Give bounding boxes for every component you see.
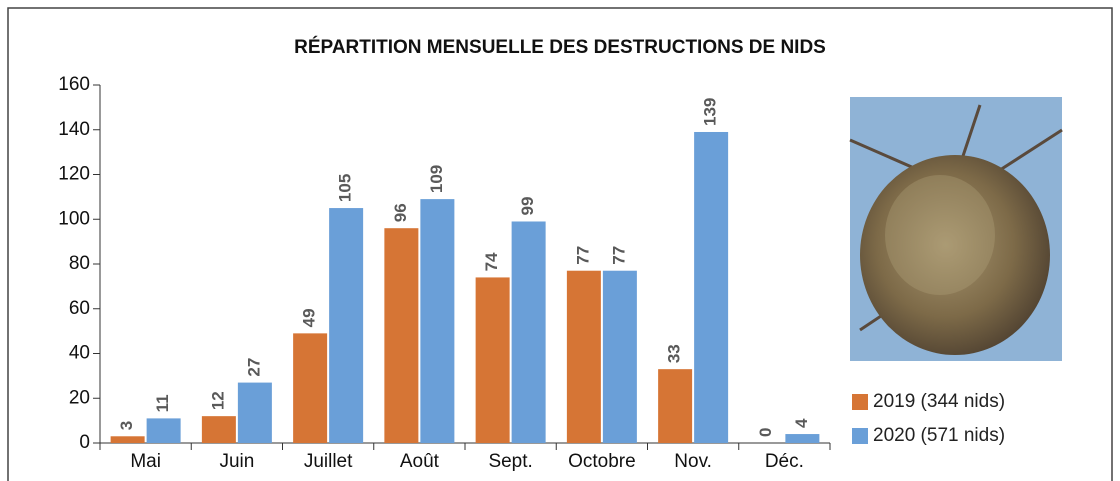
y-tick-label: 80 xyxy=(69,253,90,274)
x-tick-label: Sept. xyxy=(488,451,532,472)
bar xyxy=(511,221,546,443)
bar xyxy=(420,199,455,443)
value-label: 96 xyxy=(391,203,410,222)
value-label: 49 xyxy=(300,308,319,327)
bar xyxy=(475,277,510,443)
value-label: 4 xyxy=(792,418,811,428)
y-tick-label: 100 xyxy=(58,208,90,229)
bar xyxy=(110,436,145,443)
legend-label: 2020 (571 nids) xyxy=(873,425,1005,446)
y-tick-label: 160 xyxy=(58,74,90,95)
bar xyxy=(694,131,729,444)
value-label: 109 xyxy=(427,165,446,193)
bar xyxy=(785,434,820,443)
x-tick-label: Nov. xyxy=(674,451,712,472)
value-label: 99 xyxy=(518,197,537,216)
value-label: 33 xyxy=(665,344,684,363)
bar xyxy=(566,270,601,443)
bar xyxy=(201,416,236,443)
y-tick-label: 120 xyxy=(58,164,90,185)
value-label: 105 xyxy=(336,174,355,202)
value-label: 3 xyxy=(117,421,136,430)
value-label: 12 xyxy=(208,391,227,410)
x-tick-label: Déc. xyxy=(765,451,804,472)
chart-title: RÉPARTITION MENSUELLE DES DESTRUCTIONS D… xyxy=(294,36,826,58)
value-label: 27 xyxy=(244,358,263,377)
value-label: 139 xyxy=(701,98,720,126)
x-tick-label: Août xyxy=(400,451,440,472)
x-tick-label: Mai xyxy=(130,451,161,472)
legend-label: 2019 (344 nids) xyxy=(873,391,1005,412)
bar xyxy=(602,270,637,443)
x-tick-label: Juin xyxy=(219,451,254,472)
x-tick-label: Juillet xyxy=(304,451,353,472)
bar xyxy=(384,228,419,443)
bar xyxy=(237,382,272,443)
value-label: 11 xyxy=(153,394,172,412)
value-label: 77 xyxy=(609,246,628,265)
y-tick-label: 0 xyxy=(79,432,90,453)
value-label: 0 xyxy=(756,428,775,437)
bar xyxy=(329,208,364,443)
y-tick-label: 140 xyxy=(58,119,90,140)
y-tick-label: 60 xyxy=(69,298,90,319)
bar xyxy=(146,418,181,443)
y-tick-label: 40 xyxy=(69,343,90,364)
bar xyxy=(658,369,693,443)
nest-photo xyxy=(849,97,1063,361)
value-label: 77 xyxy=(573,246,592,265)
frame xyxy=(7,7,1113,481)
bar xyxy=(293,333,328,443)
legend-swatch xyxy=(852,394,868,410)
legend-swatch xyxy=(852,428,868,444)
x-tick-label: Octobre xyxy=(568,451,636,472)
value-label: 74 xyxy=(482,252,501,271)
y-tick-label: 20 xyxy=(69,387,90,408)
